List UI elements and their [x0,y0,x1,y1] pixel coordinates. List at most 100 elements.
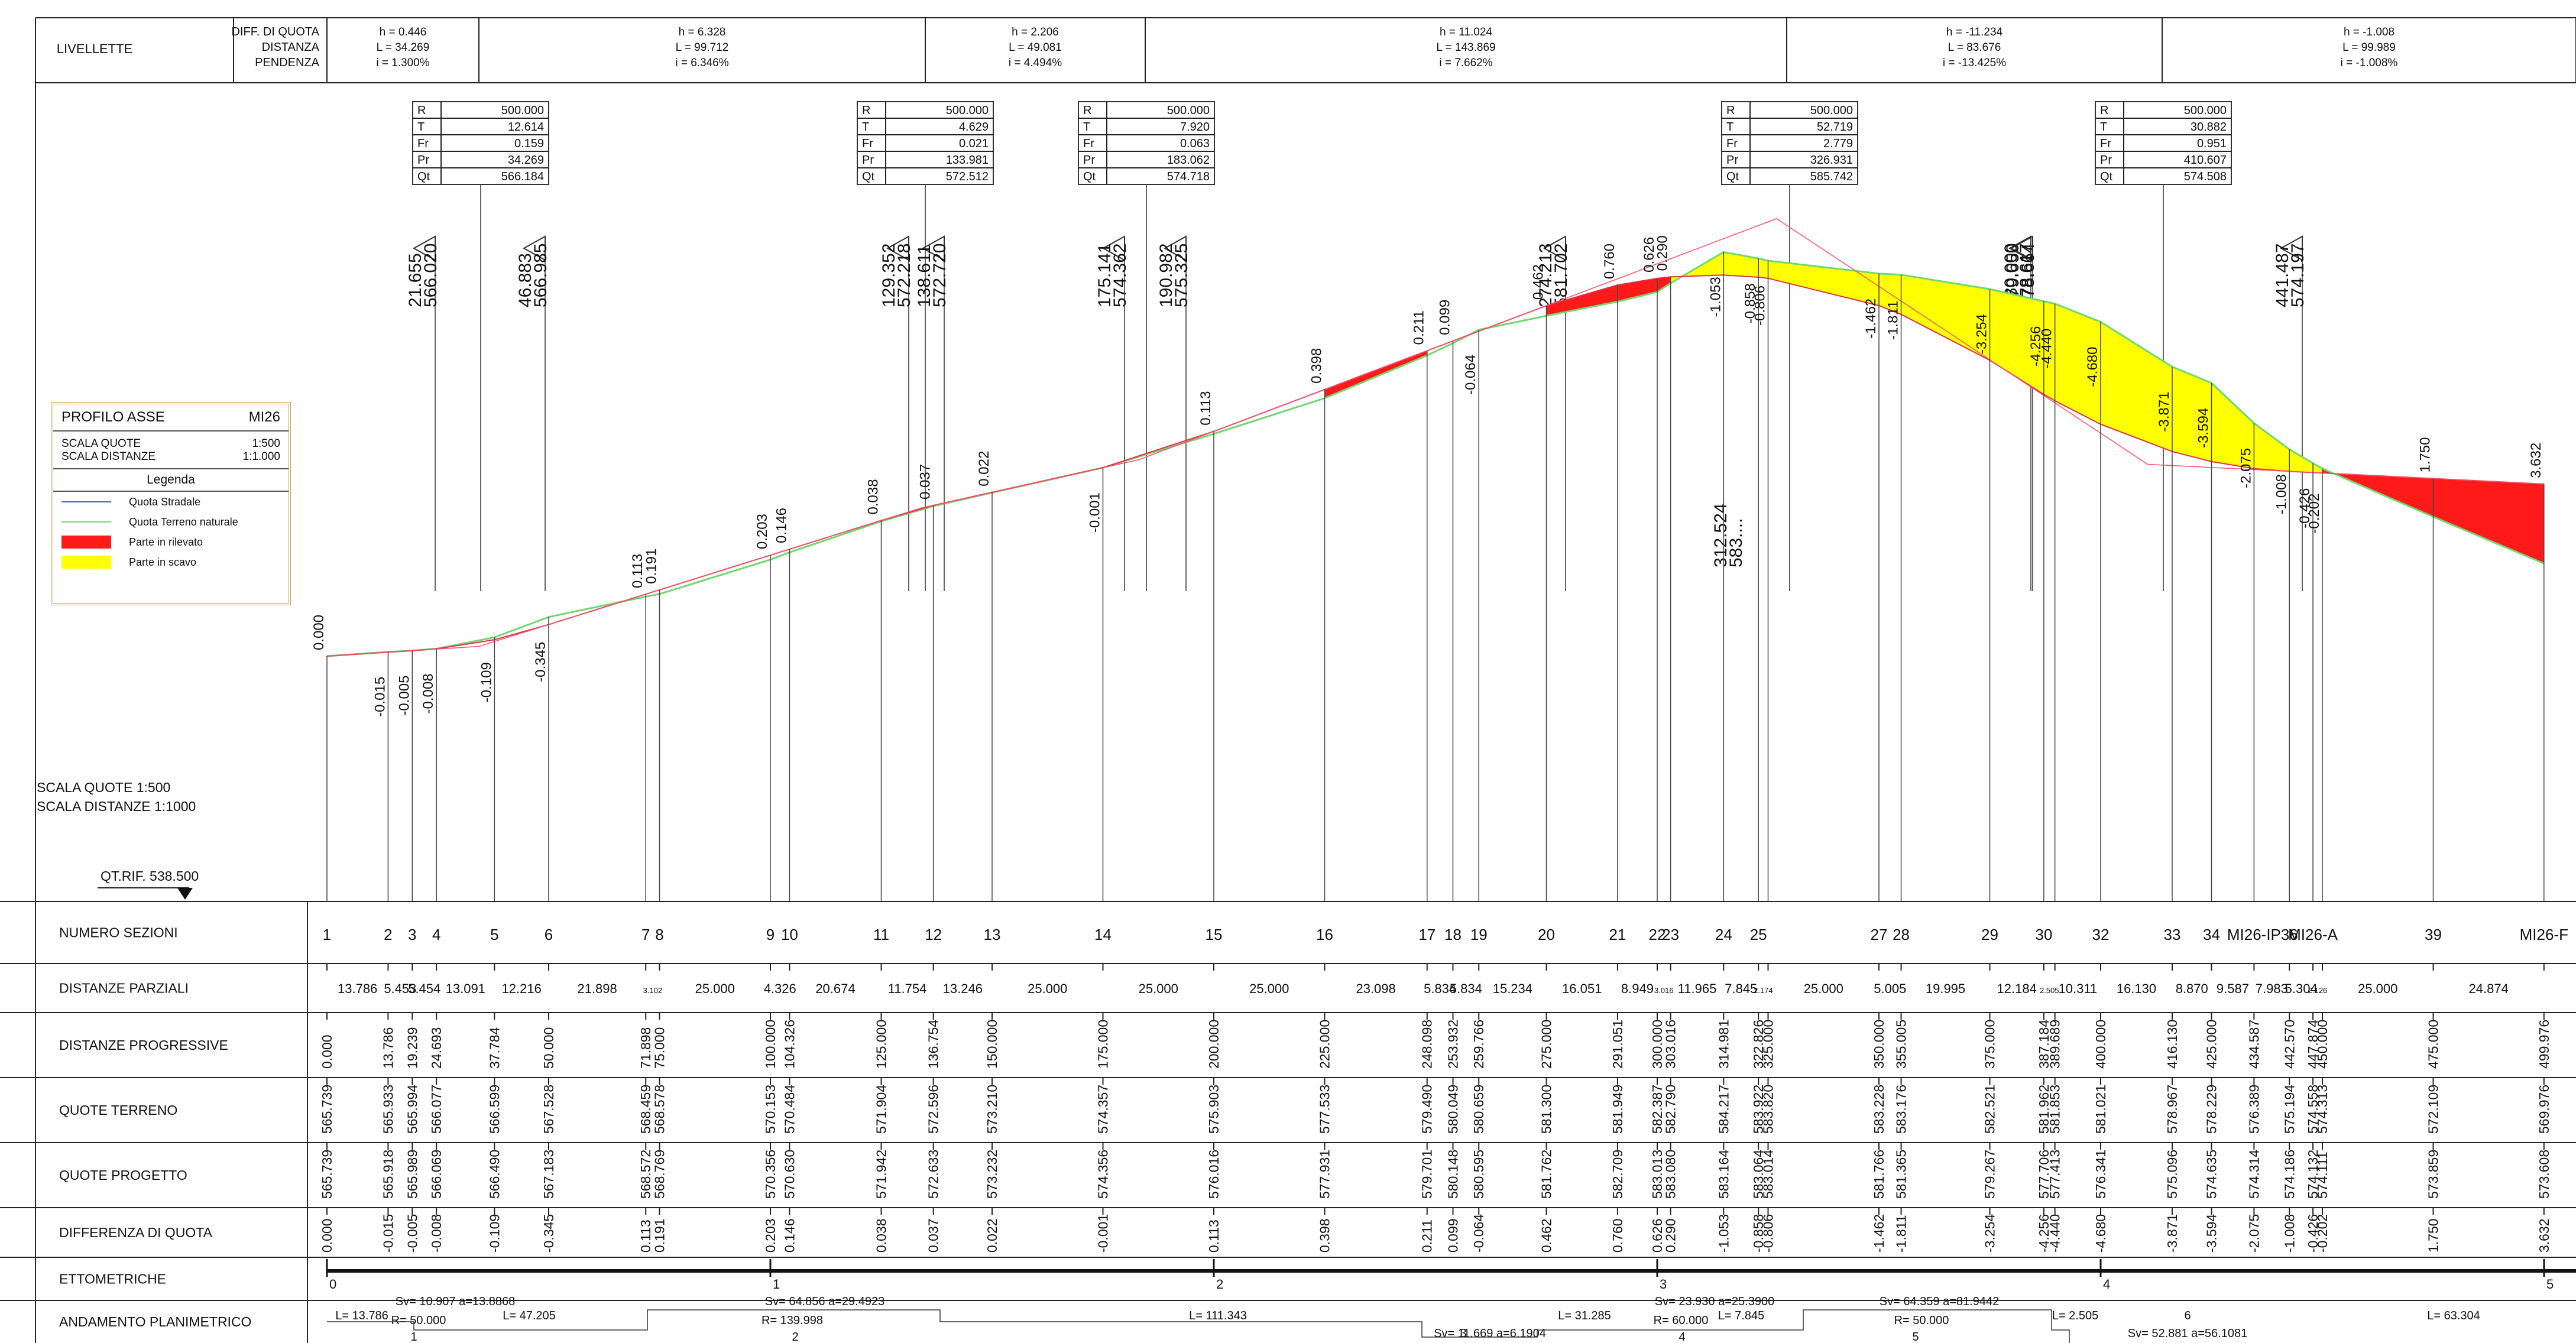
curve-key: T [1083,121,1090,134]
elevation-difference: -3.594 [2204,1214,2219,1253]
curve-value: 585.742 [1810,170,1853,183]
progressive-distance: 0.000 [319,1034,335,1069]
progressive-distance: 150.000 [984,1020,1000,1069]
legend-scale-quote: SCALA QUOTE 1:500 [53,437,289,450]
planimetric-label: Sv= 64.856 a=29.4923 [765,1295,884,1308]
planimetric-label: L= 13.786 [335,1309,388,1322]
partial-distance: 25.000 [1028,981,1067,996]
planimetric-label: 2 [792,1331,798,1343]
curve-value: 0.063 [1180,137,1210,150]
partial-distance: 8.949 [1621,981,1654,996]
ground-elevation: 574.558 [2305,1085,2321,1134]
ground-elevation: 583.820 [1761,1085,1776,1134]
livellette-L: L = 49.081 [1009,41,1062,54]
livellette-i: i = 6.346% [675,57,728,69]
cut-area [1723,252,1759,277]
elevation-difference: 0.211 [1420,1219,1435,1253]
vertex-elevation: 572.218 [895,244,914,307]
livellette-i: i = -13.425% [1943,57,2006,69]
curve-value: 0.951 [2197,137,2227,150]
cut-area [2313,463,2322,473]
design-elevation: 580.148 [1445,1150,1460,1199]
vertex-elevation: 581.702 [1551,244,1571,307]
elevation-difference: 0.398 [1317,1218,1333,1253]
cut-area [1901,274,1990,361]
ground-elevation: 582.521 [1982,1085,1998,1134]
section-number: 28 [1893,926,1910,943]
curve-key: T [1726,121,1733,134]
profile-diff-label: -1.811 [1885,301,1901,340]
elevation-difference: -1.811 [1894,1215,1909,1253]
curve-value: 566.184 [501,170,544,183]
section-number: 15 [1206,926,1223,943]
legend-item-terrain-label: Quota Terreno naturale [129,515,238,528]
profile-diff-label: 0.203 [754,514,770,549]
progressive-distance: 175.000 [1096,1020,1111,1069]
cut-area [2254,423,2290,472]
progressive-distance: 13.786 [380,1027,396,1069]
road-line-swatch [61,495,111,508]
design-elevation: 573.232 [984,1150,1000,1199]
progressive-distance: 71.898 [638,1027,653,1069]
design-elevation: 573.859 [2426,1150,2441,1199]
elevation-difference: 0.626 [1650,1218,1665,1253]
progressive-distance: 253.932 [1445,1020,1460,1069]
legend-scale-quote-label: SCALA QUOTE [61,437,141,450]
profile-diff-label: -0.345 [533,642,549,682]
section-number: 18 [1444,926,1462,943]
progressive-distance: 303.016 [1663,1020,1679,1069]
section-number: 30 [2035,926,2052,943]
elevation-difference: -0.858 [1751,1214,1766,1253]
partial-distance: 4.326 [764,981,796,996]
cut-area [1758,258,1768,278]
legend-scale-dist: SCALA DISTANZE 1:1.000 [53,450,289,463]
design-elevation: 565.739 [319,1150,335,1199]
design-elevation: 566.490 [487,1150,502,1199]
partial-distance: 25.000 [1249,981,1289,996]
partial-distance: 8.870 [2176,981,2208,996]
progressive-distance: 416.130 [2165,1020,2180,1069]
design-elevation: 575.096 [2165,1150,2180,1199]
ground-elevation: 573.210 [984,1085,1000,1134]
progressive-distance: 37.784 [487,1027,502,1069]
design-elevation: 581.762 [1539,1150,1554,1199]
progressive-distance: 425.000 [2204,1020,2219,1069]
fill-area [1657,277,1671,293]
section-number: 39 [2425,926,2442,943]
partial-distance: 2.174 [1754,986,1773,995]
partial-distance: 9.587 [2217,981,2249,996]
curve-value: 572.512 [946,170,989,183]
curve-key: Fr [1726,137,1738,150]
curve-key: Qt [2100,170,2113,183]
partial-distance: 16.051 [1562,981,1602,996]
planimetric-label: 3 [1460,1327,1466,1340]
ground-elevation: 581.949 [1610,1085,1625,1134]
progressive-distance: 450.000 [2315,1020,2330,1069]
livellette-L: L = 99.712 [676,41,729,54]
curve-value: 7.920 [1180,121,1210,134]
scale-note-distanze: SCALA DISTANZE 1:1000 [37,799,196,814]
progressive-distance: 50.000 [541,1027,556,1069]
fill-area [1546,285,1618,316]
section-number: 12 [925,926,942,943]
design-elevation: 583.164 [1716,1150,1731,1199]
table-row-label-progetto: QUOTE PROGETTO [59,1167,187,1183]
elevation-difference: 0.462 [1539,1218,1554,1253]
profile-diff-label: 0.146 [773,508,789,543]
partial-distance: 12.184 [1997,981,2037,996]
partial-distance: 13.091 [446,981,485,996]
profile-diff-label: -0.001 [1087,492,1103,533]
elevation-difference: -0.005 [404,1214,420,1253]
livellette-h: h = -1.008 [2344,26,2394,38]
design-elevation: 573.608 [2536,1150,2552,1199]
curve-key: Qt [1083,170,1096,183]
curve-key: Qt [417,170,430,183]
planimetric-label: R= 50.000 [391,1314,446,1327]
progressive-distance: 475.000 [2426,1020,2441,1069]
design-elevation: 565.918 [380,1150,396,1199]
ground-elevation: 572.596 [926,1085,941,1134]
section-number: 14 [1094,926,1112,943]
profile-diff-label: -4.680 [2085,347,2101,387]
curve-key: R [1726,104,1735,117]
partial-distance: 2.505 [2040,986,2059,995]
